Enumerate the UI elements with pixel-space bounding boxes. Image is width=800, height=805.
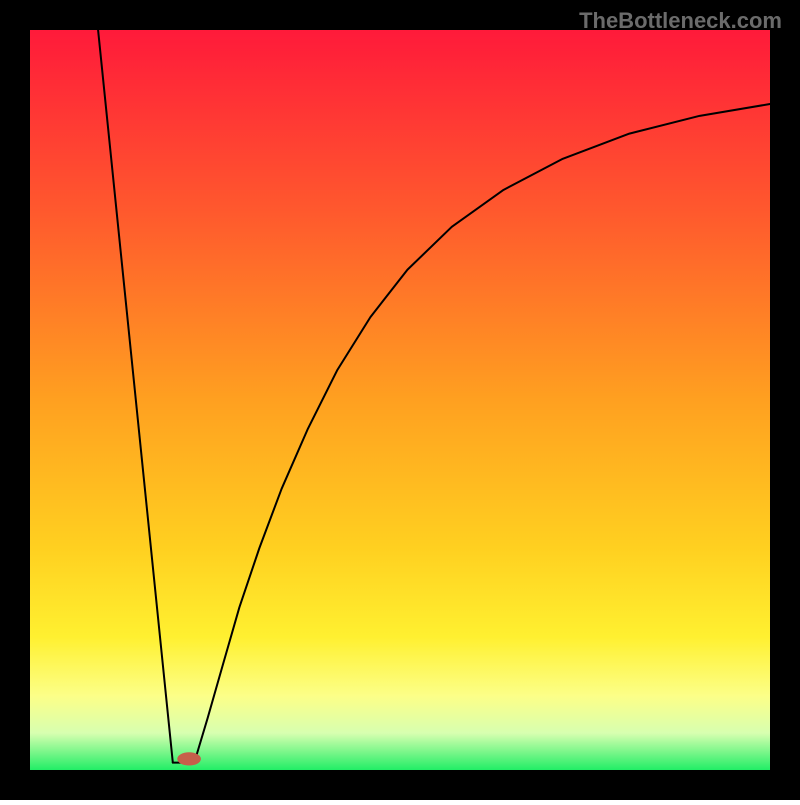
plot-area xyxy=(30,30,770,770)
chart-container: TheBottleneck.com xyxy=(0,0,800,800)
chart-svg xyxy=(0,0,800,800)
optimum-marker xyxy=(177,752,201,765)
